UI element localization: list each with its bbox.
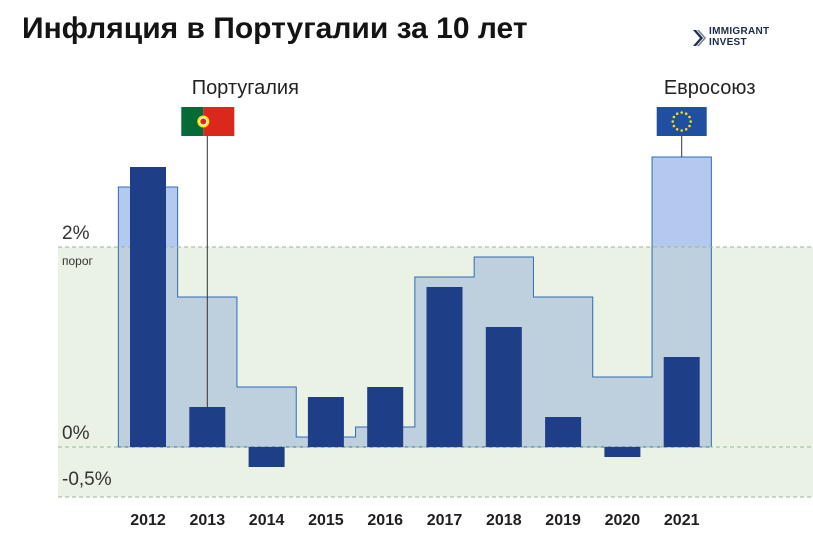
bar-portugal-2013: [189, 407, 226, 447]
x-tick-label: 2016: [367, 512, 403, 529]
eu-step-line: [117, 156, 712, 448]
y-tick-label: 0%: [62, 423, 90, 444]
bar-portugal-2012: [130, 167, 166, 447]
x-tick-label: 2020: [605, 512, 641, 529]
portugal-flag-icon: [181, 107, 235, 136]
bar-portugal-2015: [307, 397, 344, 447]
x-tick-label: 2021: [664, 512, 700, 529]
bar-portugal-2016: [367, 387, 404, 447]
x-tick-label: 2014: [249, 512, 285, 529]
chart-title: Инфляция в Португалии за 10 лет: [22, 12, 528, 45]
brand-chevron-icon: [693, 30, 706, 46]
series-label-portugal: Португалия: [192, 77, 299, 99]
bar-portugal-2021: [663, 357, 700, 447]
x-tick-label: 2019: [545, 512, 581, 529]
eu-above-threshold-2021: [652, 157, 712, 247]
series-label-eu: Евросоюз: [664, 77, 756, 99]
x-tick-label: 2018: [486, 512, 522, 529]
threshold-label: порог: [62, 254, 94, 268]
bar-portugal-2020: [604, 447, 641, 457]
bar-portugal-2014: [248, 447, 285, 467]
x-tick-label: 2015: [308, 512, 344, 529]
bar-portugal-2017: [426, 287, 463, 447]
y-tick-label: -0,5%: [62, 469, 112, 490]
x-tick-label: 2013: [190, 512, 226, 529]
brand-name: IMMIGRANT INVEST: [709, 26, 770, 48]
x-tick-label: 2017: [427, 512, 463, 529]
eu-flag-icon: [656, 107, 707, 136]
brand-logo: IMMIGRANT INVEST: [692, 26, 792, 50]
y-tick-label: 2%: [62, 223, 90, 244]
bar-portugal-2018: [485, 327, 522, 447]
x-tick-label: 2012: [130, 512, 166, 529]
bar-portugal-2019: [545, 417, 582, 447]
